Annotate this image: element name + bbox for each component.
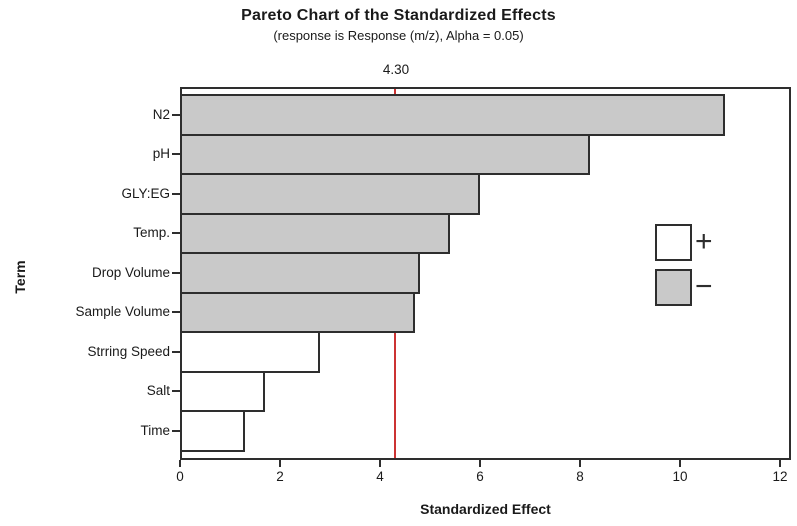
x-tick-0	[179, 460, 181, 467]
x-tick-2	[279, 460, 281, 467]
x-tick-4	[379, 460, 381, 467]
y-tick-gly-eg	[172, 192, 180, 195]
y-tick-drop-volume	[172, 271, 180, 274]
x-tick-label-2: 2	[276, 469, 284, 484]
legend-swatch-plus	[655, 224, 692, 261]
legend-symbol-minus: −	[695, 270, 713, 303]
y-tick-sample-volume	[172, 311, 180, 314]
legend-symbol-plus: +	[695, 225, 713, 258]
y-label-n2: N2	[152, 106, 170, 122]
bar-time	[180, 410, 245, 452]
bar-salt	[180, 370, 265, 412]
x-tick-label-6: 6	[476, 469, 484, 484]
y-label-gly-eg: GLY:EG	[121, 185, 170, 201]
x-tick-6	[479, 460, 481, 467]
y-label-time: Time	[140, 422, 171, 438]
y-label-ph: pH	[152, 146, 170, 162]
x-tick-8	[579, 460, 581, 467]
y-label-drop-volume: Drop Volume	[91, 264, 170, 280]
y-tick-n2	[172, 113, 180, 116]
bar-temp	[180, 212, 450, 254]
x-tick-label-8: 8	[576, 469, 584, 484]
x-tick-12	[779, 460, 781, 467]
chart-subtitle: (response is Response (m/z), Alpha = 0.0…	[273, 28, 524, 43]
x-tick-label-4: 4	[376, 469, 384, 484]
y-tick-ph	[172, 153, 180, 156]
y-label-sample-volume: Sample Volume	[75, 304, 170, 320]
x-tick-label-0: 0	[176, 469, 184, 484]
x-axis-title: Standardized Effect	[420, 501, 551, 517]
y-label-salt: Salt	[146, 383, 170, 399]
bar-ph	[180, 133, 590, 175]
bar-n2	[180, 94, 725, 136]
y-label-temp: Temp.	[133, 225, 170, 241]
bar-sample-volume	[180, 291, 415, 333]
x-tick-10	[679, 460, 681, 467]
chart-title: Pareto Chart of the Standardized Effects	[241, 7, 556, 24]
x-tick-label-10: 10	[672, 469, 688, 484]
y-label-strring-speed: Strring Speed	[87, 343, 170, 359]
bar-drop-volume	[180, 252, 420, 294]
legend-swatch-minus	[655, 269, 692, 306]
bar-strring-speed	[180, 331, 320, 373]
y-tick-time	[172, 429, 180, 432]
x-tick-label-12: 12	[772, 469, 788, 484]
bar-gly-eg	[180, 173, 480, 215]
y-tick-temp	[172, 232, 180, 235]
y-tick-strring-speed	[172, 350, 180, 353]
y-tick-salt	[172, 390, 180, 393]
reference-line-value-label: 4.30	[382, 62, 410, 77]
